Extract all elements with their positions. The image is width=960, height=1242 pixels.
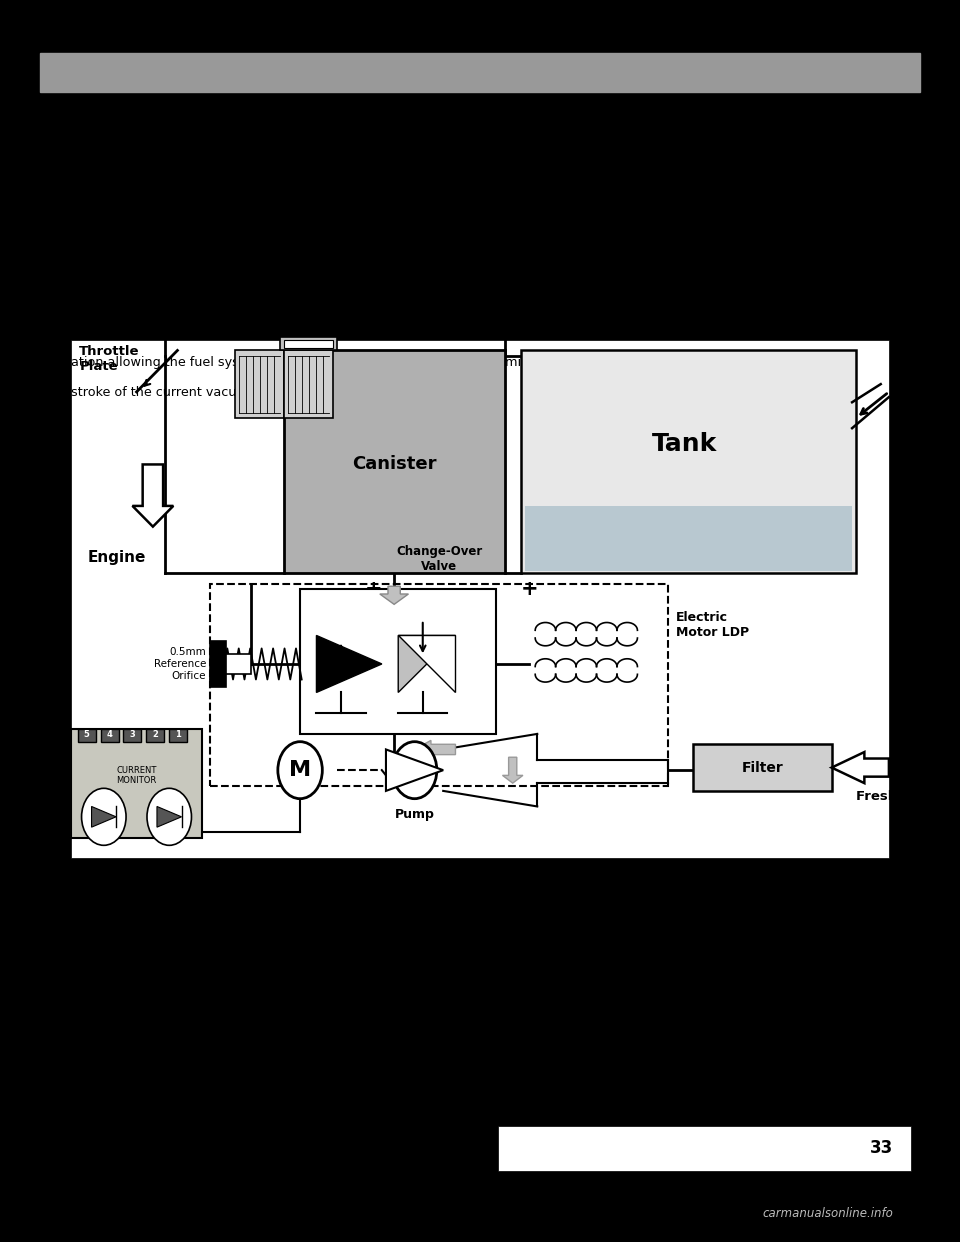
Text: ing a Leak Diagnosis test.  The change over valve is open during all other perio: ing a Leak Diagnosis test. The change ov…: [71, 327, 648, 339]
Bar: [521, 350, 856, 574]
Polygon shape: [398, 636, 455, 693]
Bar: [146, 729, 164, 741]
Text: 2: 2: [153, 730, 158, 739]
FancyArrow shape: [502, 758, 523, 784]
Text: surement for detecting leaks.: surement for detecting leaks.: [71, 251, 260, 263]
Text: Canister: Canister: [352, 456, 437, 473]
Text: FUNCTION: FUNCTION: [71, 120, 184, 139]
Bar: [284, 350, 333, 417]
Text: Filter: Filter: [741, 760, 783, 775]
Text: +: +: [520, 579, 538, 599]
Bar: [279, 338, 337, 350]
Polygon shape: [317, 636, 382, 693]
Text: ation allowing the fuel system to “breath” through the inlet filter (similar to : ation allowing the fuel system to “breat…: [71, 356, 642, 369]
Text: M: M: [289, 760, 311, 780]
Text: 33: 33: [870, 1139, 894, 1156]
Text: DC MOTOR LDP INACTIVE --  NORMAL PURGE VALVE OPERATION: DC MOTOR LDP INACTIVE -- NORMAL PURGE VA…: [71, 887, 596, 902]
Text: carmanualsonline.info: carmanualsonline.info: [762, 1207, 894, 1221]
Text: not energized.  When purge valve operation occurs filtered air enters the fuel s: not energized. When purge valve operatio…: [71, 953, 654, 965]
Bar: [71, 340, 889, 858]
Text: Engine: Engine: [87, 550, 146, 565]
Circle shape: [147, 789, 191, 846]
Text: Change-Over
Valve: Change-Over Valve: [396, 545, 482, 574]
Polygon shape: [386, 749, 444, 791]
Circle shape: [277, 741, 323, 799]
FancyArrow shape: [831, 753, 889, 784]
Bar: [234, 350, 284, 417]
Text: engine control module.  The ECM monitors the pump motor operating current as the: engine control module. The ECM monitors …: [71, 221, 649, 235]
Text: 5: 5: [84, 730, 89, 739]
Text: Fresh Air: Fresh Air: [856, 790, 924, 802]
Bar: [525, 505, 852, 570]
Text: Electric
Motor LDP: Electric Motor LDP: [676, 611, 750, 640]
Polygon shape: [157, 806, 181, 827]
FancyArrow shape: [132, 465, 174, 527]
Bar: [227, 653, 251, 674]
Polygon shape: [398, 636, 455, 693]
Bar: [210, 584, 668, 786]
Text: 0.5mm
Reference
Orifice: 0.5mm Reference Orifice: [154, 647, 206, 681]
Bar: [497, 1126, 911, 1171]
Bar: [210, 641, 227, 687]
Text: In it’s inactive state the pump motor and the change over valve of the DC Motor : In it’s inactive state the pump motor an…: [71, 923, 639, 935]
Bar: [78, 729, 96, 741]
Polygon shape: [91, 806, 116, 827]
Text: Tank: Tank: [652, 432, 717, 456]
Circle shape: [393, 741, 437, 799]
Text: 1: 1: [176, 730, 181, 739]
Bar: [169, 729, 187, 741]
Bar: [692, 744, 831, 791]
Bar: [284, 340, 333, 348]
Text: The  DC  Motor  LDP  ensures  accurate  fuel  system  leak  detection  for  leak: The DC Motor LDP ensures accurate fuel s…: [71, 163, 666, 175]
Bar: [71, 729, 202, 837]
Text: 4: 4: [107, 730, 112, 739]
Bar: [101, 729, 118, 741]
Text: stroke of the current vacuum operated LDP).: stroke of the current vacuum operated LD…: [71, 385, 356, 399]
Bar: [40, 53, 920, 92]
Text: Throttle
Plate: Throttle Plate: [80, 345, 140, 374]
FancyArrow shape: [415, 740, 455, 759]
Text: The pump also contains an ECM controlled change over valve that is energized clo: The pump also contains an ECM controlled…: [71, 297, 653, 310]
Text: Purge
Valve: Purge Valve: [373, 309, 415, 338]
Text: canister.: canister.: [71, 1011, 126, 1023]
Text: pensating for engine vacuum drawing on the hydrocarbon vapors stored in the char: pensating for engine vacuum drawing on t…: [71, 981, 636, 995]
Bar: [284, 350, 505, 574]
Text: +: +: [365, 579, 382, 599]
Text: 0.5mm (.020”).  The pump contains an integral DC motor which is activated direct: 0.5mm (.020”). The pump contains an inte…: [71, 191, 655, 205]
Text: 3: 3: [130, 730, 135, 739]
Text: CURRENT
MONITOR: CURRENT MONITOR: [116, 765, 156, 785]
Bar: [124, 729, 141, 741]
Text: Pump: Pump: [395, 807, 435, 821]
FancyArrow shape: [380, 586, 408, 605]
Bar: [300, 589, 496, 734]
Circle shape: [82, 789, 126, 846]
